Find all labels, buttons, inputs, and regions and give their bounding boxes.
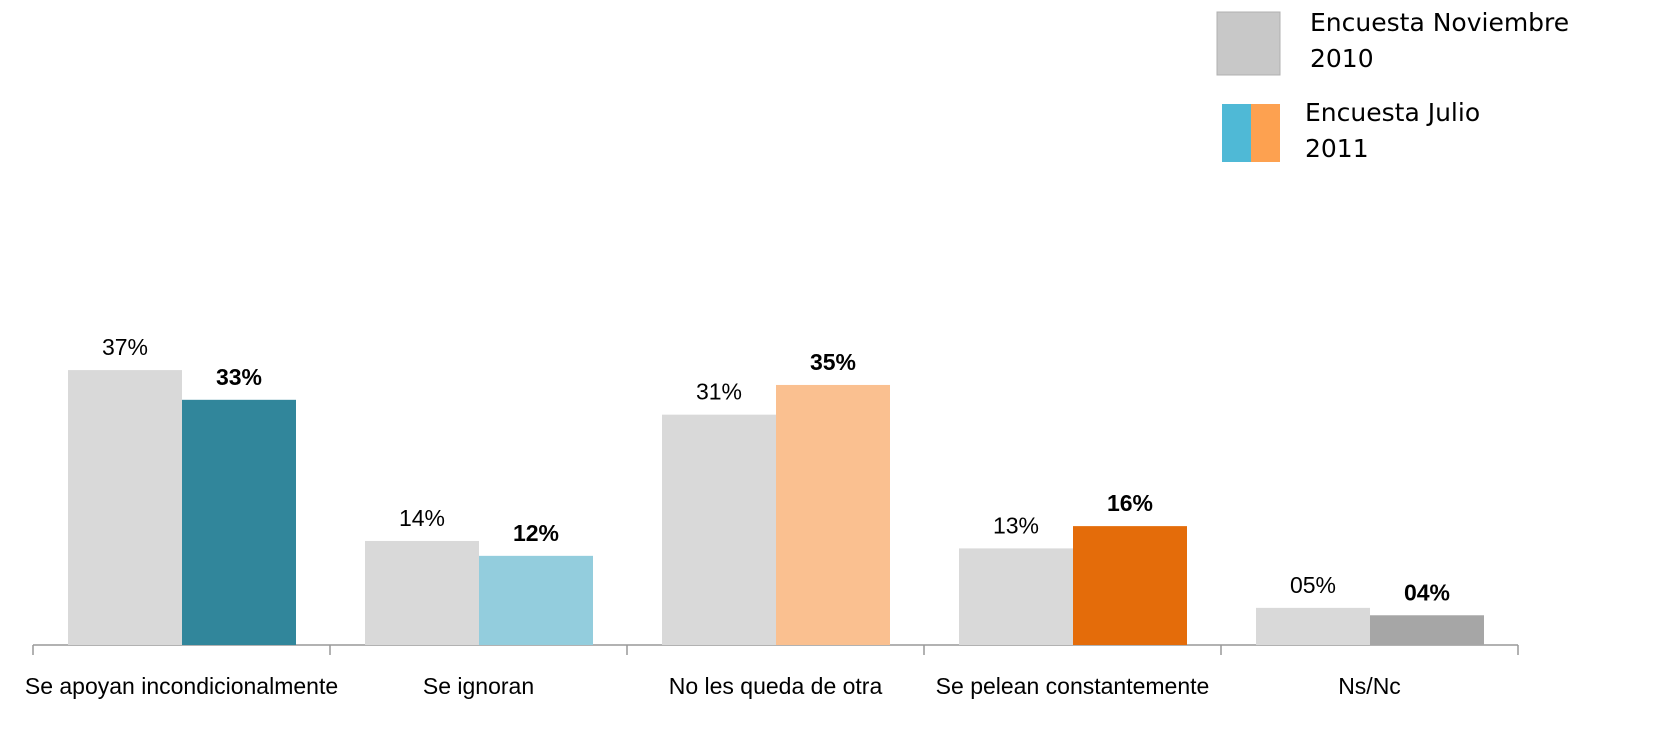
x-tick-label: Se apoyan incondicionalmente xyxy=(25,673,338,699)
bar xyxy=(365,540,479,645)
bar xyxy=(662,414,776,645)
bar xyxy=(959,548,1073,645)
x-tick-label: Se pelean constantemente xyxy=(936,673,1210,699)
x-tick-label: Se ignoran xyxy=(423,673,534,699)
legend-swatch xyxy=(1222,104,1251,162)
bar xyxy=(1256,607,1370,645)
legend-swatch xyxy=(1216,11,1281,76)
value-label: 05% xyxy=(1290,572,1336,598)
bar xyxy=(68,370,182,645)
bar xyxy=(479,555,593,645)
legend-label: Encuesta Julio 2011 xyxy=(1305,98,1481,163)
value-label: 37% xyxy=(102,334,148,360)
x-tick-label: No les queda de otra xyxy=(669,673,883,699)
bar xyxy=(1370,615,1484,645)
value-label: 14% xyxy=(399,505,445,531)
bar xyxy=(1073,526,1187,645)
value-label: 04% xyxy=(1404,579,1450,605)
bar xyxy=(182,399,296,645)
bar xyxy=(776,384,890,645)
x-tick-label: Ns/Nc xyxy=(1338,673,1401,699)
value-label: 12% xyxy=(513,520,559,546)
value-label: 13% xyxy=(993,512,1039,538)
legend-swatch xyxy=(1251,104,1280,162)
value-label: 33% xyxy=(216,364,262,390)
value-label: 16% xyxy=(1107,490,1153,516)
value-label: 31% xyxy=(696,379,742,405)
legend-label: Encuesta Noviembre 2010 xyxy=(1310,8,1570,73)
value-label: 35% xyxy=(810,349,856,375)
